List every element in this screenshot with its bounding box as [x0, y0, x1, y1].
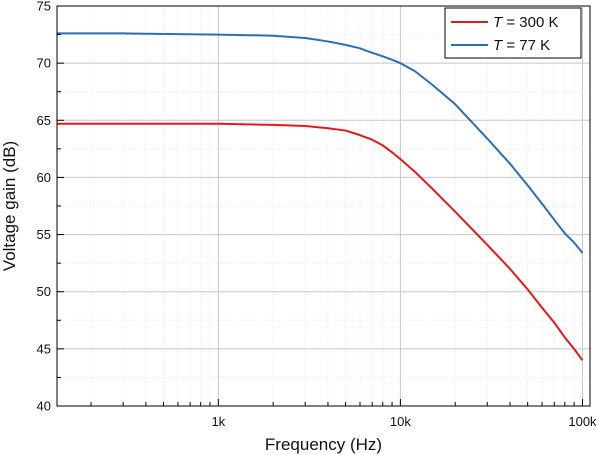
- legend-label-77k: T = 77 K: [493, 37, 550, 54]
- grid: [57, 5, 590, 407]
- y-tick-label: 55: [37, 227, 51, 242]
- legend-label-300k-italic: T: [493, 14, 504, 31]
- y-tick-label: 40: [37, 399, 51, 414]
- y-axis-title: Voltage gain (dB): [0, 141, 19, 271]
- legend-label-300k-rest: = 300 K: [502, 14, 558, 31]
- legend-label-77k-italic: T: [493, 37, 504, 54]
- series-line-0: [57, 122, 584, 361]
- y-tick-label: 65: [37, 113, 51, 128]
- y-tick-labels: 40 45 50 55 60 65 70 75: [37, 0, 51, 414]
- y-tick-label: 45: [37, 341, 51, 356]
- legend: T = 300 K T = 77 K: [444, 7, 582, 59]
- x-tick-labels: 1k 10k 100k: [211, 414, 596, 429]
- y-tick-label: 70: [37, 56, 51, 71]
- legend-label-77k-rest: = 77 K: [502, 37, 550, 54]
- x-axis-title: Frequency (Hz): [265, 435, 382, 454]
- y-tick-label: 50: [37, 284, 51, 299]
- x-tick-label: 10k: [390, 414, 411, 429]
- y-tick-label: 60: [37, 170, 51, 185]
- legend-label-300k: T = 300 K: [493, 14, 558, 31]
- series-line-1: [57, 32, 584, 254]
- y-tick-label: 75: [37, 0, 51, 14]
- x-tick-label: 1k: [211, 414, 225, 429]
- axis-ticks: [57, 5, 583, 407]
- series-lines: [57, 32, 584, 361]
- legend-box: [444, 7, 582, 59]
- x-tick-label: 100k: [568, 414, 596, 429]
